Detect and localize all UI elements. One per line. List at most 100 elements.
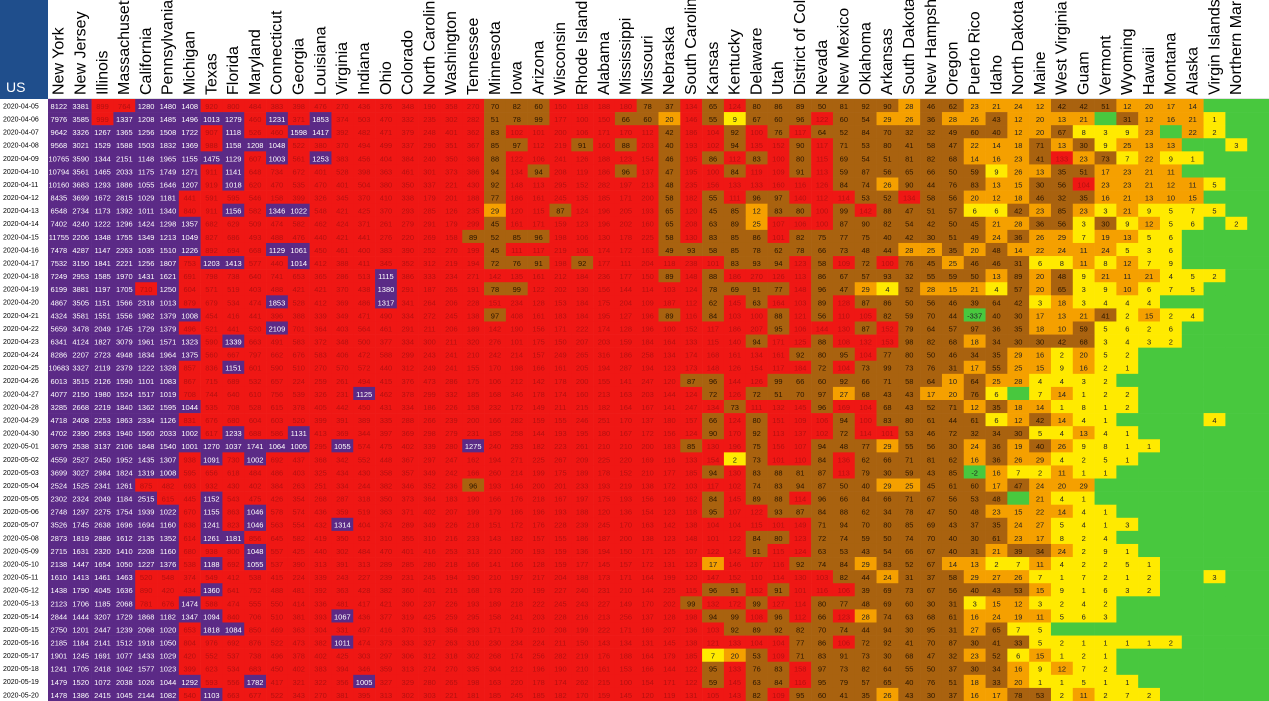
cell-value-label: 6 xyxy=(1147,285,1151,294)
cell-value-label: 1181 xyxy=(160,194,176,203)
cell-value-label: 68 xyxy=(861,390,869,399)
cell-value-label: 680 xyxy=(183,547,196,556)
cell-value-label: 260 xyxy=(489,468,502,477)
cell-value-label: 1840 xyxy=(116,403,133,412)
cell-value-label: 472 xyxy=(358,351,371,360)
cell-value-label: 3 xyxy=(1103,612,1107,621)
cell-value-label: 383 xyxy=(380,246,393,255)
cell-value-label: 2984 xyxy=(94,468,111,477)
cell-value-label: 238 xyxy=(685,259,698,268)
heatmap-cell xyxy=(1247,439,1269,453)
cell-value-label: 3 xyxy=(1125,521,1129,530)
cell-value-label: 82 xyxy=(861,665,869,674)
cell-value-label: 13 xyxy=(970,560,978,569)
cell-value-label: 3 xyxy=(1038,298,1042,307)
heatmap-cell xyxy=(91,125,114,139)
cell-value-label: 302 xyxy=(445,115,458,124)
cell-value-label: 653 xyxy=(292,272,305,281)
heatmap-cell xyxy=(1225,400,1248,414)
cell-value-label: 484 xyxy=(249,102,262,111)
cell-value-label: 2302 xyxy=(51,495,68,504)
heatmap-cell xyxy=(113,125,136,139)
cell-value-label: 148 xyxy=(685,272,698,281)
cell-value-label: 126 xyxy=(772,272,785,281)
cell-value-label: 1 xyxy=(1125,455,1129,464)
heatmap-cell xyxy=(1203,295,1226,309)
cell-value-label: 171 xyxy=(620,625,633,634)
cell-value-label: 2275 xyxy=(94,508,111,517)
cell-value-label: 235 xyxy=(685,180,698,189)
cell-value-label: 94 xyxy=(774,259,782,268)
cell-value-label: 198 xyxy=(554,259,567,268)
cell-value-label: 225 xyxy=(598,455,611,464)
cell-value-label: 142 xyxy=(532,377,545,386)
cell-value-label: 247 xyxy=(445,455,458,464)
heatmap-cell xyxy=(353,99,376,113)
cell-value-label: 563 xyxy=(271,521,284,530)
cell-value-label: 13 xyxy=(992,272,1000,281)
cell-value-label: 12 xyxy=(1014,416,1022,425)
cell-value-label: 4 xyxy=(1212,416,1216,425)
cell-value-label: 87 xyxy=(556,207,564,216)
cell-value-label: 144 xyxy=(663,665,676,674)
heatmap-cell xyxy=(484,125,507,139)
cell-value-label: 21 xyxy=(1145,272,1153,281)
cell-value-label: 676 xyxy=(162,599,175,608)
heatmap-cell xyxy=(157,99,180,113)
heatmap-cell xyxy=(1138,478,1161,492)
cell-value-label: 123 xyxy=(838,612,851,621)
heatmap-cell xyxy=(69,125,92,139)
cell-value-label: 190 xyxy=(423,102,436,111)
cell-value-label: 186 xyxy=(598,167,611,176)
cell-value-label: 103 xyxy=(816,573,829,582)
cell-value-label: 1270 xyxy=(203,442,220,451)
cell-value-label: 670 xyxy=(183,508,196,517)
cell-value-label: 1045 xyxy=(116,691,133,700)
cell-value-label: 1 xyxy=(1103,468,1107,477)
cell-value-label: 44 xyxy=(927,180,935,189)
cell-value-label: 161 xyxy=(532,311,545,320)
cell-value-label: 30 xyxy=(1036,180,1044,189)
cell-value-label: 92 xyxy=(731,625,739,634)
column-header: Connecticut xyxy=(269,10,286,95)
heatmap-cell xyxy=(1050,125,1074,139)
heatmap-cell xyxy=(1138,386,1161,401)
cell-value-label: 676 xyxy=(205,416,218,425)
cell-value-label: 101 xyxy=(532,128,545,137)
cell-value-label: 220 xyxy=(511,586,524,595)
cell-value-label: 1551 xyxy=(94,311,111,320)
cell-value-label: 87 xyxy=(796,508,804,517)
cell-value-label: 197 xyxy=(620,180,633,189)
cell-value-label: 401 xyxy=(336,180,349,189)
cell-value-label: 1256 xyxy=(138,128,155,137)
heatmap-cell xyxy=(1203,596,1226,610)
cell-value-label: 481 xyxy=(292,586,305,595)
heatmap-cell xyxy=(745,99,768,113)
cell-value-label: 76 xyxy=(752,665,760,674)
cell-value-label: 189 xyxy=(576,468,589,477)
cell-value-label: 164 xyxy=(663,338,676,347)
heatmap-cell xyxy=(985,125,1008,139)
cell-value-label: 510 xyxy=(292,364,305,373)
cell-value-label: 184 xyxy=(576,272,589,281)
heatmap-cell xyxy=(1181,321,1204,335)
cell-value-label: 59 xyxy=(970,167,978,176)
cell-value-label: 102 xyxy=(707,141,720,150)
cell-value-label: 16 xyxy=(992,468,1000,477)
cell-value-label: 415 xyxy=(271,573,284,582)
cell-value-label: 348 xyxy=(402,102,415,111)
cell-value-label: 228 xyxy=(467,298,480,307)
cell-value-label: 100 xyxy=(881,259,894,268)
cell-value-label: 13 xyxy=(1036,167,1044,176)
column-header: Wyoming xyxy=(1119,28,1136,95)
cell-value-label: 488 xyxy=(271,586,284,595)
heatmap-cell xyxy=(440,125,463,139)
cell-value-label: 2815 xyxy=(116,194,133,203)
cell-value-label: 204 xyxy=(554,573,567,582)
cell-value-label: 182 xyxy=(598,403,611,412)
heatmap-cell xyxy=(920,112,943,126)
cell-value-label: 12 xyxy=(1036,102,1044,111)
cell-value-label: 94 xyxy=(840,416,848,425)
cell-value-label: 764 xyxy=(118,102,131,111)
cell-value-label: 13 xyxy=(1145,141,1153,150)
